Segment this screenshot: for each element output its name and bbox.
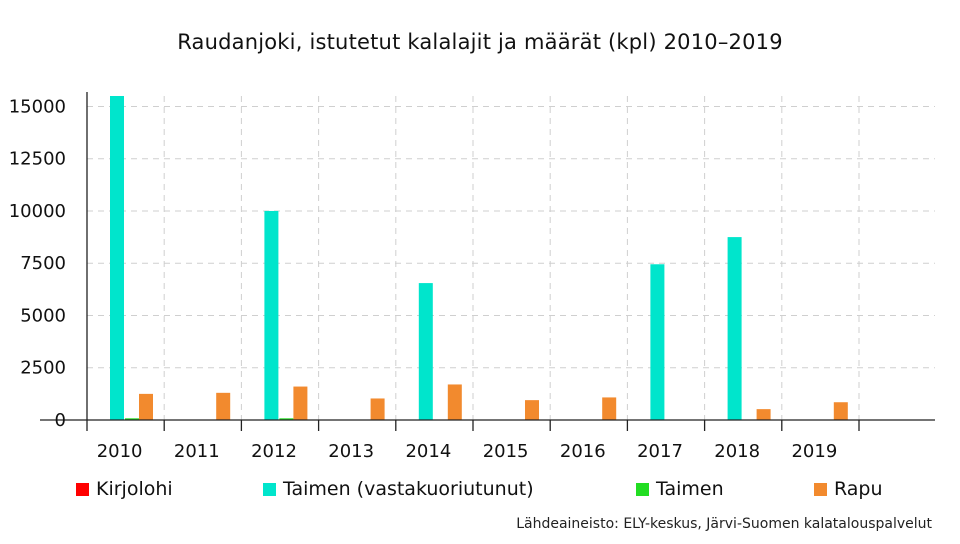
legend-label: Kirjolohi [96,478,173,500]
y-tick-label: 5000 [20,305,66,326]
legend-item: Kirjolohi [76,478,173,500]
legend: Kirjolohi Taimen (vastakuoriutunut) Taimen… [0,478,960,506]
y-tick-label: 7500 [20,253,66,274]
y-tick-label: 2500 [20,358,66,379]
y-tick-label: 15000 [9,96,66,117]
bar-rapu [216,392,231,420]
legend-swatch [76,482,89,496]
bar-taimen [279,418,294,420]
x-tick-label: 2016 [560,441,606,462]
y-tick-label: 10000 [9,201,66,222]
legend-item: Taimen [636,478,724,500]
legend-label: Taimen [656,478,724,500]
bar-rapu [833,402,848,420]
source-note: Lähdeaineisto: ELY-keskus, Järvi-Suomen … [516,516,932,532]
x-tick-label: 2017 [637,441,683,462]
x-tick-label: 2019 [791,441,837,462]
bars-layer [110,96,848,420]
bar-rapu [525,400,539,420]
bar-taimen-vastakuoriutunut [650,264,665,420]
y-tick-label: 0 [55,410,66,431]
labels-layer: 0 2500 5000 7500 10000 12500 15000 2010 2011 2012… [9,96,838,462]
legend-swatch [814,482,827,496]
x-tick-label: 2010 [97,441,143,462]
bar-rapu [370,398,385,420]
bar-rapu [756,409,771,420]
x-tick-label: 2018 [714,441,760,462]
bar-rapu [602,397,617,420]
x-tick-label: 2011 [174,441,220,462]
legend-swatch [263,482,276,496]
x-tick-label: 2013 [328,441,374,462]
axis-layer [40,92,935,431]
chart-title: Raudanjoki, istutetut kalalajit ja määrä… [177,30,783,54]
bar-taimen-vastakuoriutunut [264,210,279,420]
legend-item: Taimen (vastakuoriutunut) [263,478,534,500]
x-tick-label: 2012 [251,441,297,462]
legend-label: Rapu [834,478,883,500]
bar-taimen-vastakuoriutunut [727,237,742,420]
bar-taimen-vastakuoriutunut [110,96,124,420]
y-tick-label: 12500 [9,149,66,170]
legend-label: Taimen (vastakuoriutunut) [283,478,534,500]
bar-taimen-vastakuoriutunut [418,283,433,420]
bar-taimen [125,418,139,420]
legend-item: Rapu [814,478,883,500]
legend-swatch [636,482,649,496]
x-tick-label: 2014 [405,441,451,462]
x-tick-label: 2015 [483,441,529,462]
bar-rapu [293,386,308,420]
grid-layer [87,96,935,420]
bar-rapu [139,393,153,420]
bar-rapu [447,384,462,420]
